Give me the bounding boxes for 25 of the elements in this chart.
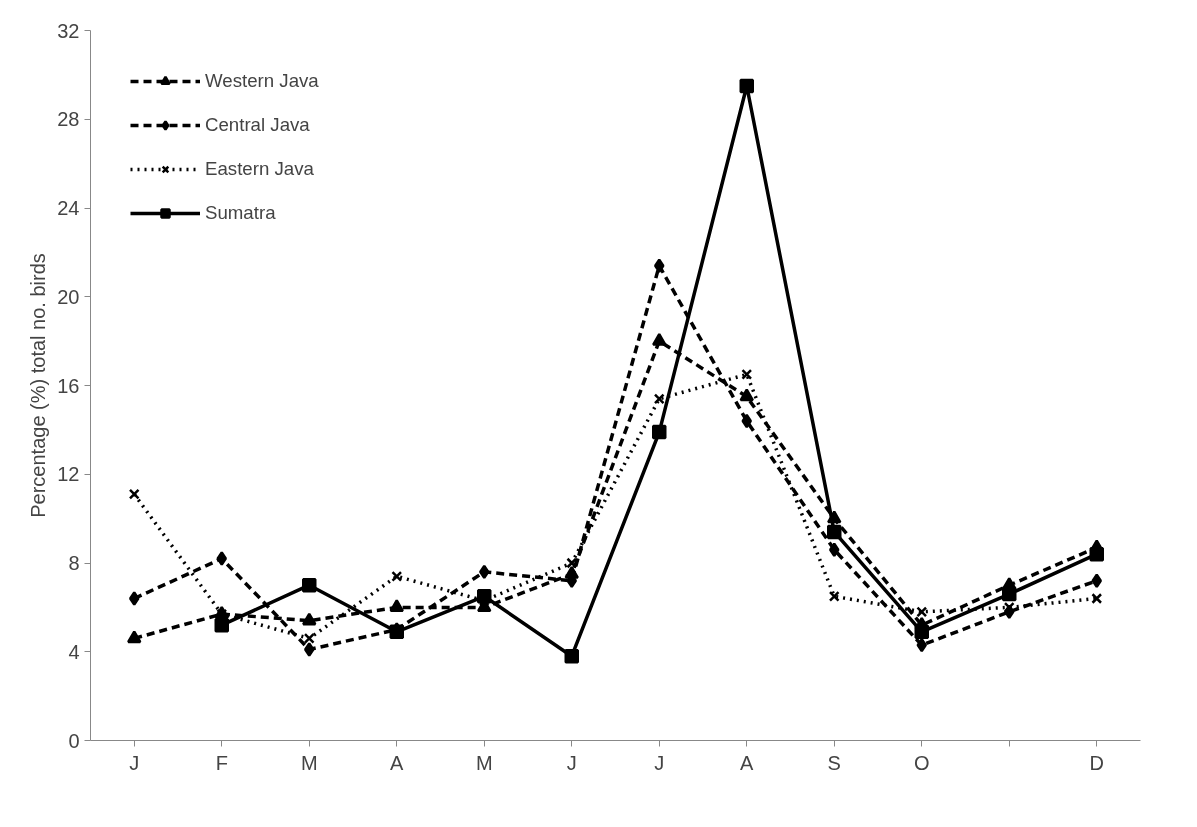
y-axis-title: Percentage (%) total no. birds: [27, 253, 50, 518]
x-tick-label: A: [390, 751, 405, 774]
legend-label: Central Java: [205, 114, 310, 136]
y-tick-label: 16: [57, 374, 80, 397]
x-tick-label: S: [827, 751, 841, 774]
legend-label: Eastern Java: [205, 158, 314, 180]
x-tick-label: D: [1089, 751, 1104, 774]
x-tick-label: A: [740, 751, 755, 774]
x-tick-label: J: [129, 751, 140, 774]
x-tick-label: F: [215, 751, 228, 774]
x-tick-label: J: [654, 751, 665, 774]
y-tick-label: 0: [68, 729, 80, 752]
x-tick-label: O: [913, 751, 930, 774]
y-tick-label: 4: [68, 640, 80, 663]
x-tick-label: M: [300, 751, 318, 774]
y-tick-label: 8: [68, 552, 80, 574]
x-tick-label: J: [566, 751, 577, 774]
legend-label: Sumatra: [205, 202, 276, 224]
y-tick-label: 20: [57, 285, 80, 308]
y-tick-label: 32: [57, 19, 80, 42]
x-tick-label: M: [475, 751, 493, 774]
legend-label: Western Java: [205, 70, 319, 92]
y-tick-label: 24: [57, 197, 80, 219]
y-tick-label: 28: [57, 108, 80, 131]
y-tick-label: 12: [57, 463, 80, 486]
